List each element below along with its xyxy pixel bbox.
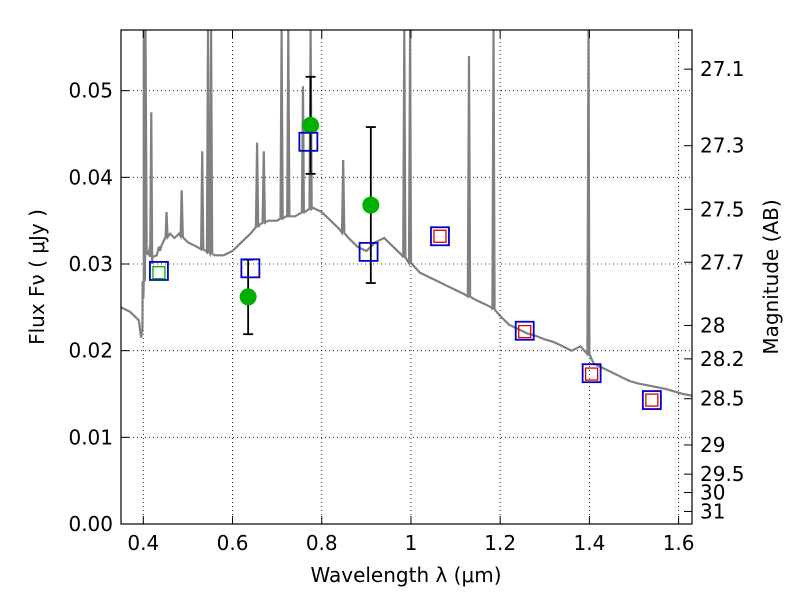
band-square	[584, 367, 599, 381]
mag-tick-label: 27.7	[700, 250, 745, 274]
mag-tick-label: 27.3	[700, 134, 745, 158]
y-tick-label: 0.05	[68, 79, 113, 103]
model-square	[358, 241, 379, 262]
observed-point	[239, 288, 257, 306]
band-square	[518, 324, 532, 339]
axis-ticks: 0.4 0.6 0.8 1 1.2 1.4 1.6 0.00 0.01 0.02 0.03 0.04 0…	[68, 30, 745, 555]
x-tick-label: 0.6	[217, 531, 249, 555]
x-tick-label: 1.6	[663, 531, 695, 555]
band-square	[645, 393, 659, 407]
y-tick-label: 0.02	[68, 339, 113, 363]
x-tick-label: 1.4	[573, 531, 605, 555]
data-markers	[149, 116, 662, 410]
plot-frame	[120, 29, 693, 525]
band-square	[152, 266, 166, 280]
y-tick-label: 0.03	[68, 252, 113, 276]
mag-tick-label: 30	[700, 481, 725, 505]
x-tick-label: 1.2	[484, 531, 516, 555]
y-axis-label: Flux Fν ( μJy )	[25, 209, 49, 345]
mag-tick-label: 28	[700, 313, 725, 337]
observed-point	[362, 196, 380, 214]
mag-tick-label: 31	[700, 499, 725, 523]
mag-tick-label: 29	[700, 433, 725, 457]
mag-tick-label: 28.2	[700, 347, 745, 371]
mag-tick-label: 29.5	[700, 462, 745, 486]
y-tick-label: 0.01	[68, 425, 113, 449]
model-square	[514, 320, 535, 341]
y-tick-label: 0.04	[68, 165, 113, 189]
model-square	[149, 261, 169, 281]
model-square	[298, 131, 319, 152]
model-square	[430, 226, 450, 247]
mag-tick-label: 27.5	[700, 197, 745, 221]
spectrum-series	[120, 29, 693, 397]
x-tick-label: 1	[405, 531, 418, 555]
spectrum-line	[120, 29, 693, 397]
model-square	[641, 390, 662, 410]
x-tick-label: 0.4	[127, 531, 159, 555]
y-tick-label: 0.00	[68, 512, 113, 536]
x-tick-label: 0.8	[306, 531, 338, 555]
band-square	[433, 229, 447, 243]
mag-tick-label: 28.5	[700, 387, 745, 411]
model-square	[581, 363, 602, 384]
y-axis-right-label: Magnitude (AB)	[759, 199, 783, 354]
model-square	[240, 258, 261, 279]
observed-point	[302, 116, 320, 134]
mag-tick-label: 27.1	[700, 57, 745, 81]
x-axis-label: Wavelength λ (μm)	[310, 563, 501, 587]
